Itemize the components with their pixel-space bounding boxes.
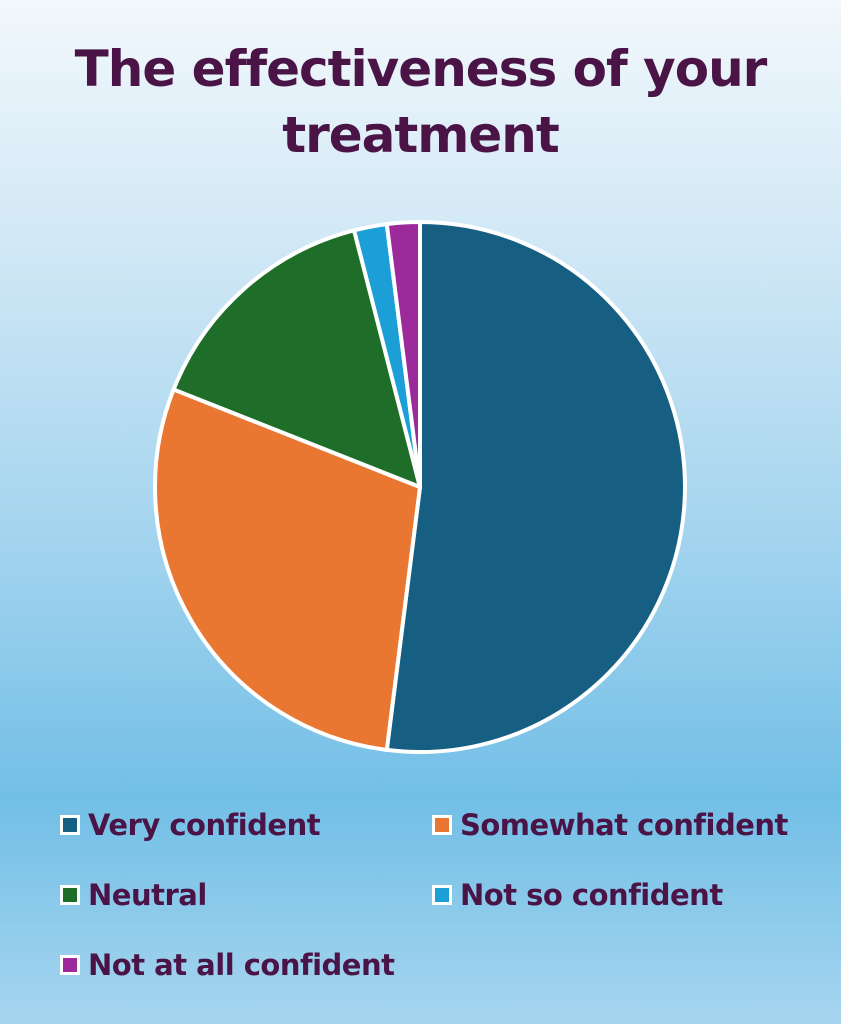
legend-label: Not at all confident bbox=[88, 948, 395, 982]
legend-item: Not at all confident bbox=[60, 948, 395, 982]
legend-item: Neutral bbox=[60, 878, 207, 912]
title-line-2: treatment bbox=[282, 106, 560, 164]
pie-slice-not-at-all-confident bbox=[384, 220, 422, 489]
legend-item: Not so confident bbox=[432, 878, 723, 912]
legend-swatch bbox=[60, 955, 80, 975]
title-line-1: The effectiveness of your bbox=[74, 40, 768, 98]
legend-swatch bbox=[60, 815, 80, 835]
pie-slice-very-confident bbox=[384, 220, 687, 754]
legend-swatch bbox=[432, 885, 452, 905]
legend-label: Not so confident bbox=[460, 878, 723, 912]
legend-label: Neutral bbox=[88, 878, 207, 912]
pie-slice-somewhat-confident bbox=[153, 387, 422, 752]
legend-label: Very confident bbox=[88, 808, 321, 842]
legend-item: Somewhat confident bbox=[432, 808, 788, 842]
legend-item: Very confident bbox=[60, 808, 321, 842]
pie-slice-neutral bbox=[171, 228, 422, 489]
legend-swatch bbox=[60, 885, 80, 905]
chart-title: The effectiveness of your treatment bbox=[0, 36, 841, 168]
legend-label: Somewhat confident bbox=[460, 808, 788, 842]
legend-swatch bbox=[432, 815, 452, 835]
